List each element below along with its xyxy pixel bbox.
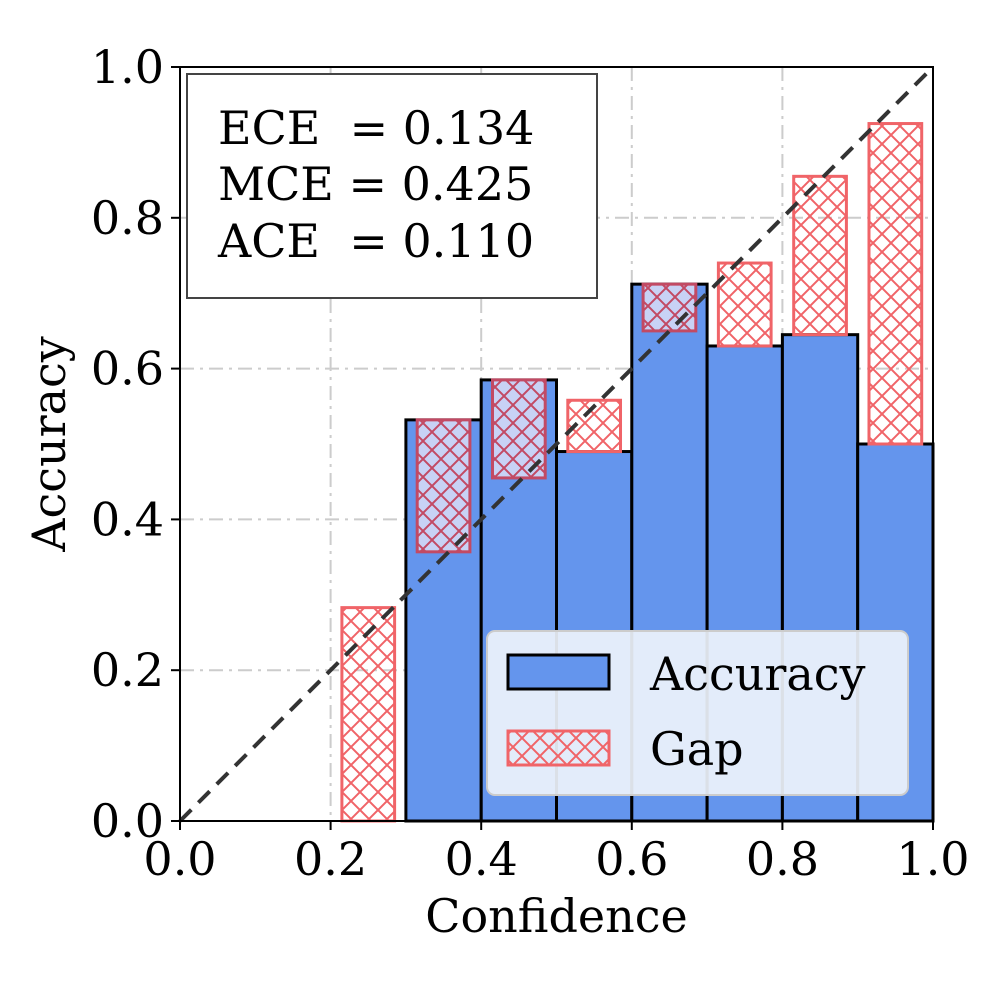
- gap-bars: [340, 122, 924, 823]
- y-tick-label: 0.6: [91, 342, 164, 396]
- axis-ticks: 0.0 0.2 0.4 0.6 0.8 1.0 0.0 0.2 0.4 0.6 0.8 1.0: [91, 40, 970, 886]
- mce-metric: MCE = 0.425: [218, 157, 533, 211]
- ace-metric: ACE = 0.110: [217, 214, 534, 268]
- gap-bar-4: [641, 282, 698, 333]
- gap-bar-5: [716, 261, 773, 348]
- metrics-box-border: [186, 73, 598, 299]
- plot-frame: [179, 66, 934, 822]
- gap-bar-1: [415, 418, 472, 554]
- gap-bar-7: [867, 122, 924, 446]
- y-axis-label: Accuracy: [22, 336, 76, 553]
- y-tick-label: 0.4: [91, 492, 164, 546]
- gap-bar-6: [792, 174, 848, 337]
- gap-bar-0: [340, 606, 397, 823]
- legend-gap-swatch: [506, 729, 611, 767]
- x-tick-label: 0.4: [445, 832, 518, 886]
- x-tick-label: 0.8: [746, 832, 819, 886]
- y-tick-label: 0.0: [91, 794, 164, 848]
- y-tick-label: 1.0: [91, 40, 164, 94]
- x-tick-label: 1.0: [896, 832, 969, 886]
- x-tick-label: 0.0: [143, 832, 216, 886]
- metrics-box: ECE = 0.134 MCE = 0.425 ACE = 0.110: [186, 73, 598, 299]
- legend-accuracy-swatch: [506, 653, 611, 691]
- perfect-calibration-line: [178, 65, 935, 823]
- ece-metric: ECE = 0.134: [218, 101, 534, 155]
- x-tick-label: 0.6: [595, 832, 668, 886]
- y-tick-label: 0.2: [91, 643, 164, 697]
- y-tick-label: 0.8: [91, 191, 164, 245]
- x-axis-label: Confidence: [425, 889, 687, 943]
- x-tick-label: 0.2: [294, 832, 367, 886]
- legend-gap-label: Gap: [650, 722, 744, 776]
- legend: Accuracy Gap: [486, 630, 909, 796]
- legend-accuracy-label: Accuracy: [649, 647, 866, 701]
